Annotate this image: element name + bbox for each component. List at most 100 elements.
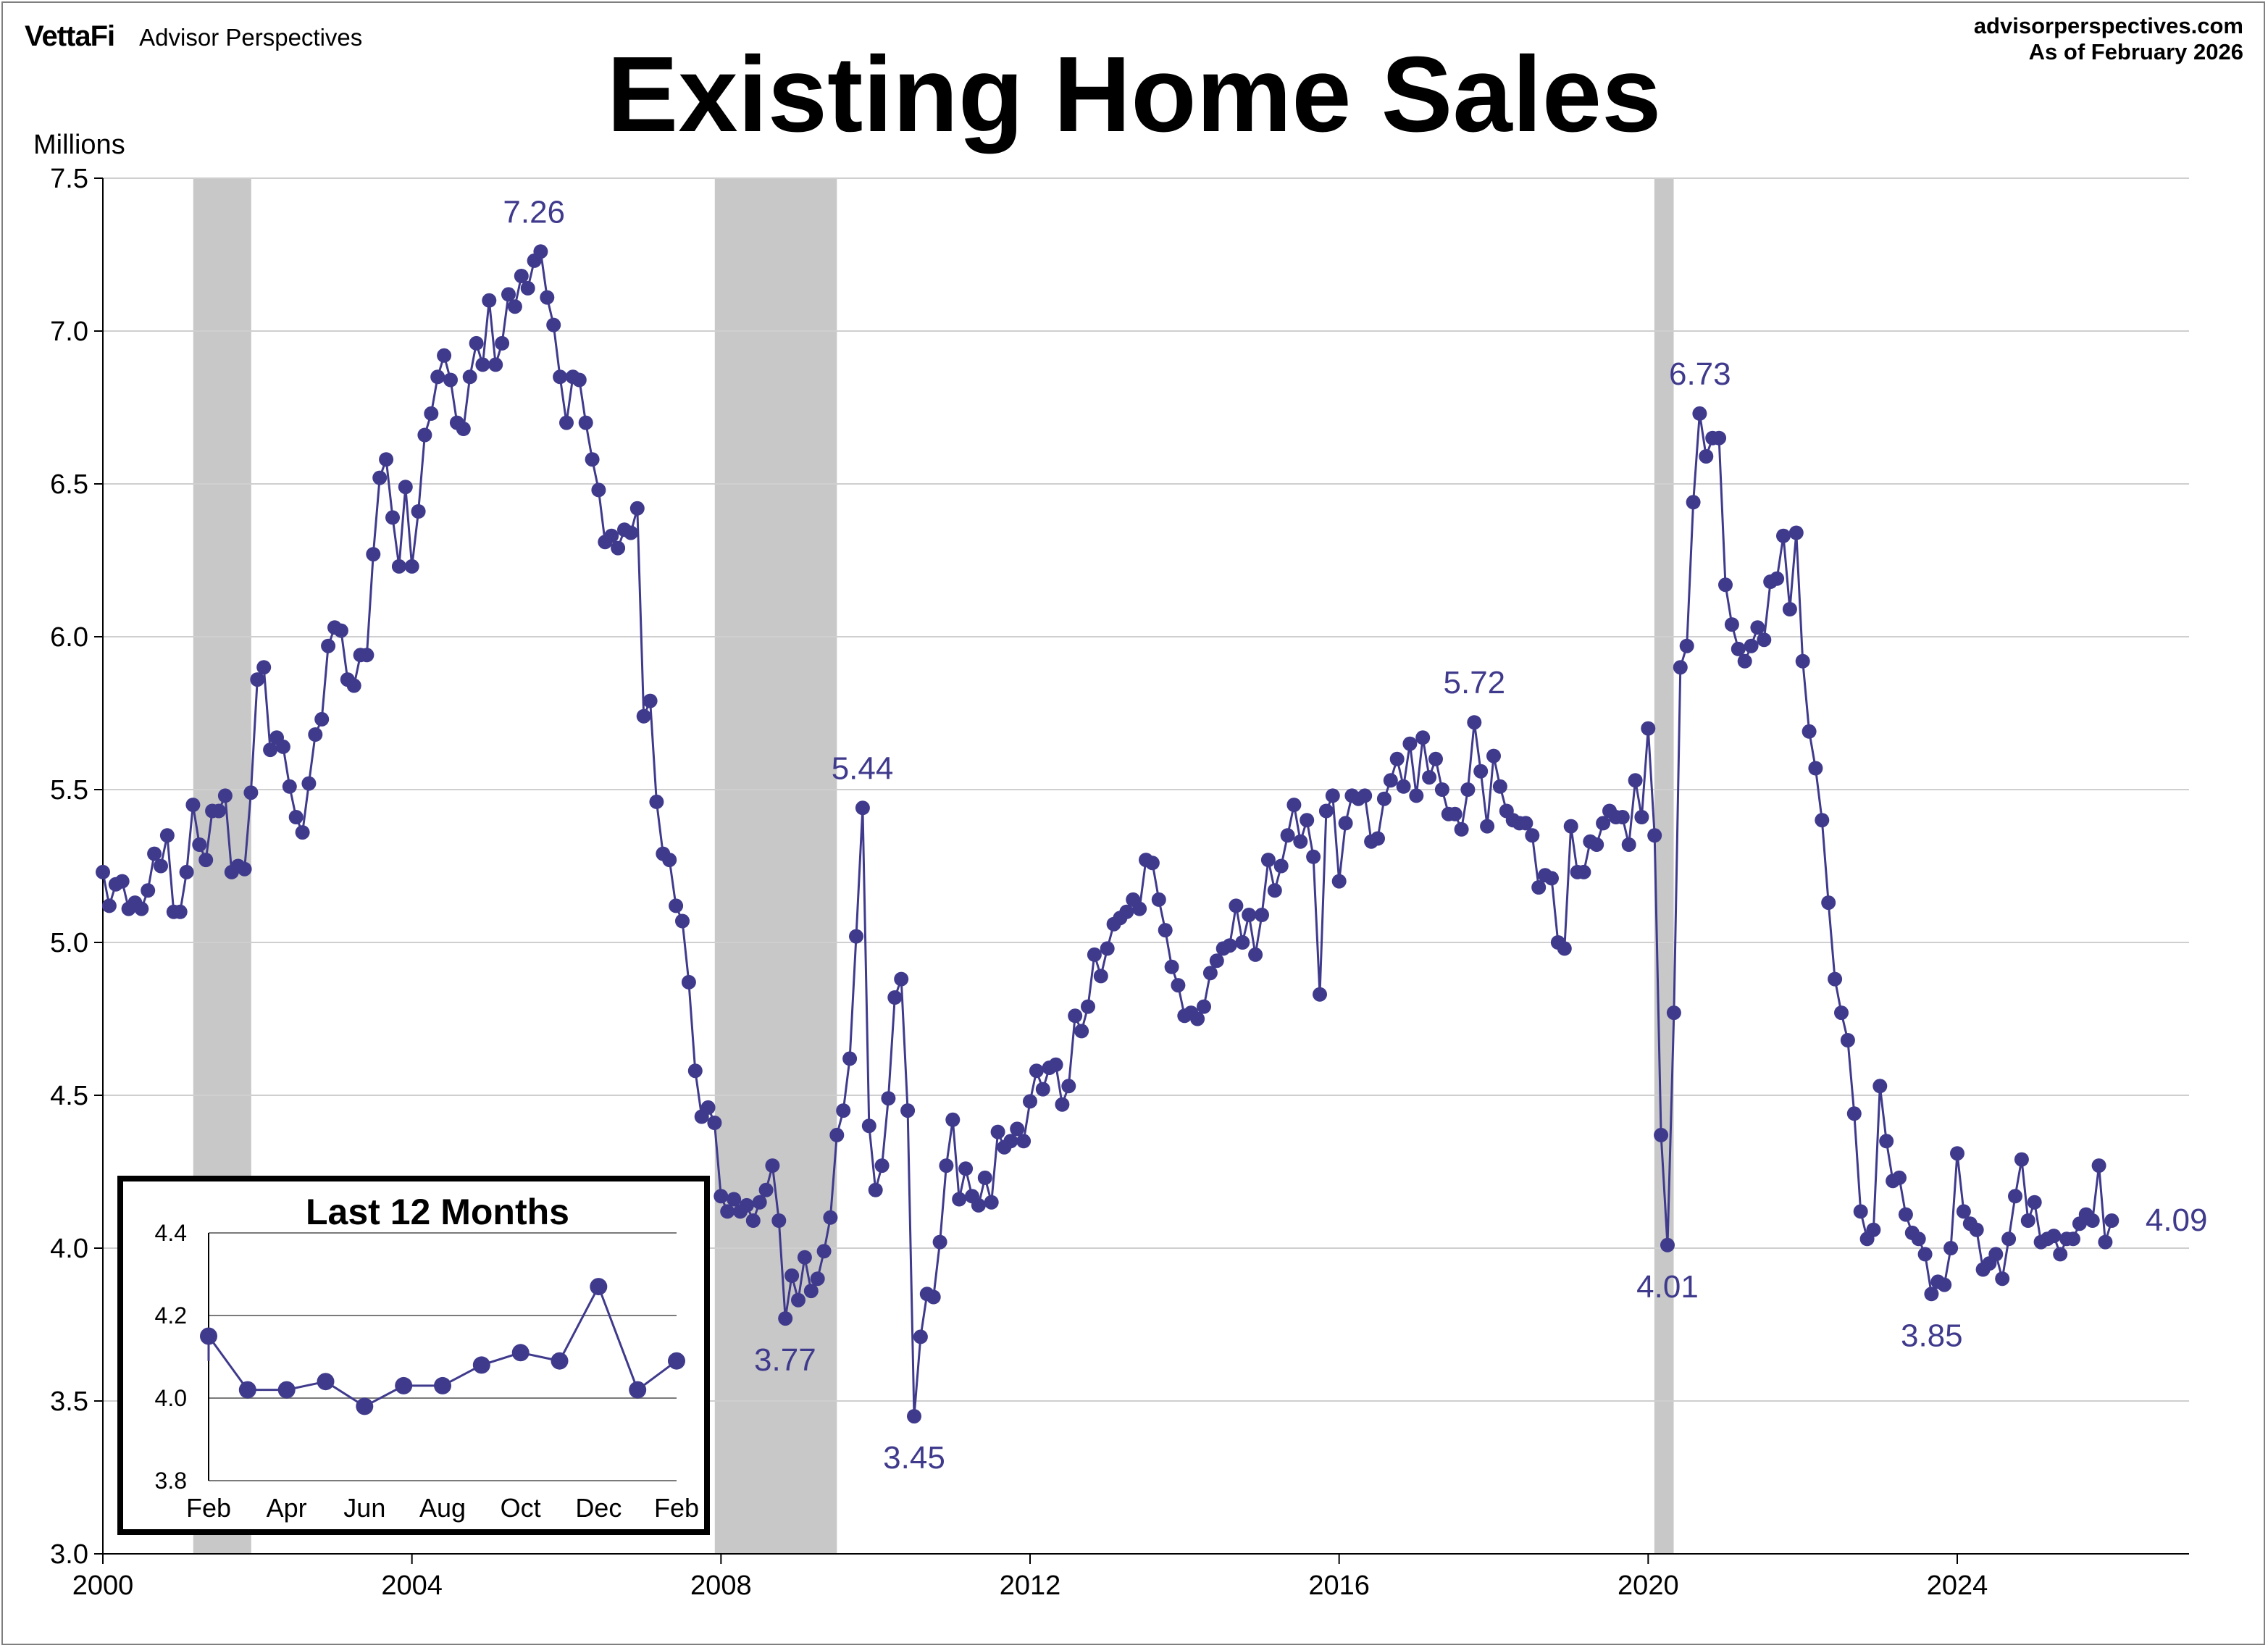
brand: VettaFi Advisor Perspectives xyxy=(25,20,362,53)
data-point xyxy=(1776,528,1791,543)
data-point xyxy=(1267,883,1282,898)
data-point xyxy=(1712,430,1727,446)
data-point xyxy=(1737,653,1752,669)
data-point xyxy=(1164,959,1179,974)
data-point xyxy=(1409,788,1424,803)
series-home-sales xyxy=(96,244,2120,1424)
data-point xyxy=(1492,779,1507,794)
data-point xyxy=(256,660,272,675)
data-label: 6.73 xyxy=(1669,356,1731,392)
data-label: 5.72 xyxy=(1444,665,1506,700)
data-point xyxy=(1023,1094,1037,1109)
data-point xyxy=(1892,1170,1907,1185)
data-point xyxy=(1119,904,1134,919)
data-point xyxy=(366,547,381,562)
data-point xyxy=(141,883,156,898)
data-point xyxy=(855,800,870,816)
data-point xyxy=(1673,660,1688,675)
data-point xyxy=(1750,620,1765,635)
data-point xyxy=(1061,1079,1076,1094)
data-point xyxy=(101,898,117,913)
inset-last-12-months: Last 12 Months 3.8 4.0 4.2 4.4 Feb Apr Jun Aug Oc… xyxy=(117,1176,710,1535)
data-point xyxy=(154,858,168,874)
data-point xyxy=(192,837,207,852)
data-point xyxy=(1447,806,1463,821)
y-tick-label: 7.5 xyxy=(50,164,88,194)
data-point xyxy=(752,1195,767,1210)
data-point xyxy=(1454,821,1469,837)
brand-name: Advisor Perspectives xyxy=(139,24,363,51)
data-point xyxy=(1525,828,1540,843)
data-point xyxy=(1300,813,1315,828)
data-point xyxy=(282,779,297,794)
data-point xyxy=(1202,966,1218,981)
data-point xyxy=(720,1204,735,1219)
data-point xyxy=(984,1195,999,1210)
data-point xyxy=(669,898,684,913)
data-point xyxy=(1132,901,1147,916)
inset-data-point xyxy=(434,1376,451,1394)
chart-title: Existing Home Sales xyxy=(606,35,1662,154)
data-point xyxy=(430,369,445,385)
data-point xyxy=(1821,895,1836,911)
data-point xyxy=(881,1091,896,1106)
data-point xyxy=(1917,1247,1933,1262)
data-point xyxy=(2104,1213,2120,1228)
data-point xyxy=(1248,947,1263,962)
inset-box xyxy=(117,1176,710,1535)
data-point xyxy=(275,739,290,754)
data-point xyxy=(1589,837,1604,852)
inset-y-tick-label: 4.0 xyxy=(155,1385,187,1411)
data-point xyxy=(1679,638,1694,653)
site-url[interactable]: advisorperspectives.com xyxy=(1973,13,2243,38)
data-point xyxy=(546,317,561,332)
data-point xyxy=(1093,969,1108,984)
data-point xyxy=(379,452,394,467)
data-point xyxy=(1531,880,1547,895)
data-point xyxy=(1686,495,1701,510)
data-point xyxy=(1434,782,1449,797)
x-tick-label: 2004 xyxy=(381,1570,443,1601)
data-point xyxy=(308,727,323,742)
data-point xyxy=(147,846,162,861)
inset-x-tick-label: Jun xyxy=(343,1493,385,1523)
data-point xyxy=(391,559,406,574)
data-point xyxy=(1802,724,1817,739)
data-point xyxy=(1937,1277,1952,1292)
inset-x-tick-label: Aug xyxy=(419,1493,466,1523)
data-label: 3.85 xyxy=(1901,1318,1963,1353)
data-point xyxy=(1074,1024,1089,1039)
data-point xyxy=(932,1234,947,1250)
data-point xyxy=(907,1409,921,1424)
data-point xyxy=(1190,1011,1205,1026)
data-point xyxy=(1151,892,1166,907)
data-point xyxy=(288,810,304,824)
data-point xyxy=(346,678,361,693)
data-point xyxy=(810,1271,825,1287)
inset-data-point xyxy=(668,1352,685,1370)
data-label: 4.01 xyxy=(1636,1269,1699,1305)
data-point xyxy=(237,861,252,877)
data-point xyxy=(520,280,535,296)
data-point xyxy=(1229,898,1244,913)
data-point xyxy=(629,501,645,516)
inset-x-tick-label: Oct xyxy=(501,1493,541,1523)
data-point xyxy=(874,1158,890,1174)
data-label: 3.77 xyxy=(754,1342,816,1378)
data-point xyxy=(482,293,497,308)
data-point xyxy=(301,776,317,791)
data-point xyxy=(1100,941,1115,956)
data-point xyxy=(2008,1189,2022,1204)
data-point xyxy=(1260,853,1276,868)
y-tick-label: 6.0 xyxy=(50,622,88,653)
data-point xyxy=(758,1182,774,1197)
data-point xyxy=(1846,1106,1862,1121)
data-point xyxy=(926,1289,941,1305)
data-point xyxy=(314,711,330,727)
data-point xyxy=(1544,871,1559,886)
data-point xyxy=(745,1213,761,1228)
axes: 3.0 3.5 4.0 4.5 5.0 5.5 6.0 6.5 7.0 7.5 Millions 20… xyxy=(33,130,2189,1601)
data-point xyxy=(1834,1005,1849,1021)
data-point xyxy=(816,1244,832,1259)
